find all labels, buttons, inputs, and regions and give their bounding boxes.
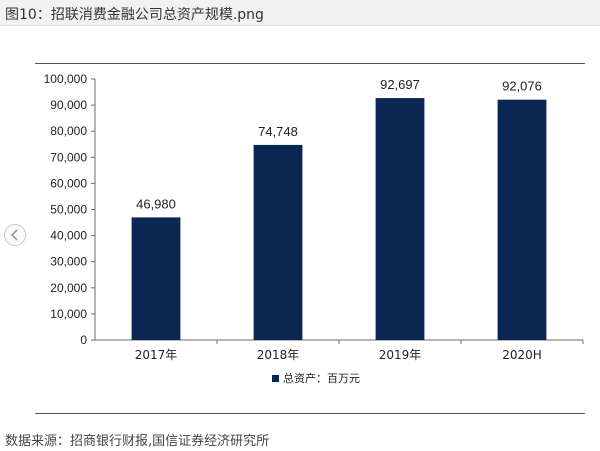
x-tick-label: 2020H: [502, 348, 542, 362]
image-title: 图10：招联消费金融公司总资产规模.png: [5, 7, 264, 23]
bar: [497, 99, 547, 340]
y-tick-label: 70,000: [50, 150, 87, 164]
chevron-left-icon: [10, 229, 18, 241]
x-tick-label: 2017年: [135, 348, 178, 362]
title-bar: 图10：招联消费金融公司总资产规模.png: [0, 0, 600, 26]
y-tick-label: 90,000: [50, 98, 87, 112]
y-tick-label: 10,000: [50, 307, 87, 321]
y-tick-label: 40,000: [50, 229, 87, 243]
y-tick-label: 0: [80, 333, 87, 347]
legend-label: 总资产：百万元: [283, 371, 360, 385]
bar: [253, 144, 303, 340]
legend-swatch: [272, 375, 279, 382]
y-tick-label: 60,000: [50, 176, 87, 190]
data-label: 46,980: [136, 196, 176, 211]
y-tick-label: 50,000: [50, 203, 87, 217]
y-tick-label: 80,000: [50, 124, 87, 138]
data-label: 74,748: [258, 124, 298, 139]
data-label: 92,697: [380, 77, 420, 92]
x-tick-label: 2019年: [379, 348, 422, 362]
data-label: 92,076: [502, 79, 542, 94]
bar: [375, 98, 425, 341]
top-divider: [35, 63, 585, 64]
y-tick-label: 30,000: [50, 255, 87, 269]
x-tick-label: 2018年: [257, 348, 300, 362]
y-tick-label: 20,000: [50, 281, 87, 295]
y-tick-label: 100,000: [44, 72, 88, 86]
data-source: 数据来源：招商银行财报,国信证券经济研究所: [5, 434, 270, 449]
previous-button[interactable]: [4, 224, 26, 246]
bottom-divider: [35, 413, 585, 414]
bar: [131, 217, 181, 340]
